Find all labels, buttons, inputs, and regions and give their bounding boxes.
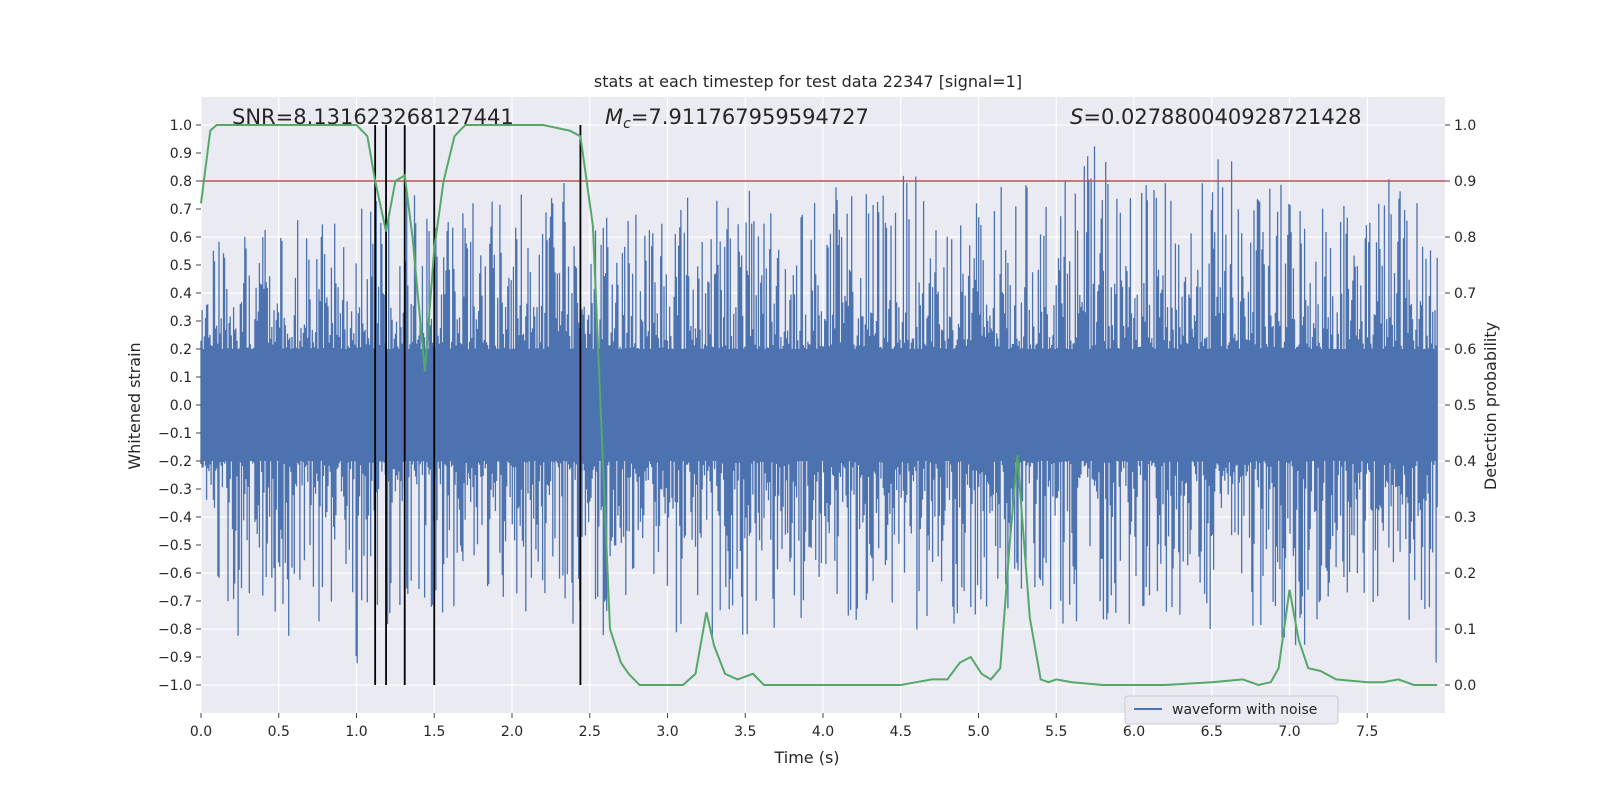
x-tick-label: 4.0 (812, 724, 834, 740)
y-left-tick-label: 0.3 (170, 314, 192, 330)
chirp-mass-annotation: Mc=7.911767959594727 (605, 105, 869, 132)
x-axis-label: Time (s) (773, 748, 839, 767)
y-left-tick-label: 0.7 (170, 202, 192, 218)
x-tick-label: 7.5 (1356, 724, 1378, 740)
x-tick-label: 1.0 (345, 724, 367, 740)
x-tick-label: 2.5 (579, 724, 601, 740)
x-tick-label: 0.0 (190, 724, 212, 740)
y-right-tick-label: 0.5 (1454, 398, 1476, 414)
y-right-tick-label: 0.4 (1454, 454, 1476, 470)
y-right-tick-label: 0.1 (1454, 622, 1476, 638)
y-left-tick-label: −0.1 (158, 426, 192, 442)
waveform-series (200, 146, 1438, 664)
y-left-tick-label: 1.0 (170, 118, 192, 134)
y-left-tick-label: 0.6 (170, 230, 192, 246)
snr-annotation: SNR=8.131623268127441 (232, 105, 514, 129)
waveform-line (200, 146, 1438, 664)
x-tick-label: 6.5 (1201, 724, 1223, 740)
s-value: =0.027880040928721428 (1083, 105, 1361, 129)
s-annotation: S=0.027880040928721428 (1070, 105, 1361, 129)
x-tick-label: 5.5 (1045, 724, 1067, 740)
s-symbol: S (1070, 105, 1083, 129)
y-left-tick-label: −0.4 (158, 510, 192, 526)
chirp-mass-symbol: M (605, 105, 623, 129)
x-tick-label: 2.0 (501, 724, 523, 740)
y-left-axis-ticks: 1.0 0.9 0.8 0.7 0.6 0.5 0.4 0.3 0.2 0.1 0.0 −0.1 −0.… (158, 118, 201, 694)
y-right-axis-ticks: 1.0 0.9 0.8 0.7 0.6 0.5 0.4 0.3 0.2 0.1 0.0 (1445, 118, 1476, 694)
x-tick-label: 0.5 (268, 724, 290, 740)
x-tick-label: 4.5 (890, 724, 912, 740)
y-left-tick-label: −0.9 (158, 650, 192, 666)
y-right-axis-label: Detection probability (1481, 322, 1500, 490)
legend: waveform with noise (1124, 695, 1339, 725)
y-left-tick-label: 0.8 (170, 174, 192, 190)
x-tick-label: 7.0 (1278, 724, 1300, 740)
y-left-tick-label: −0.8 (158, 622, 192, 638)
y-right-tick-label: 1.0 (1454, 118, 1476, 134)
legend-label-waveform: waveform with noise (1172, 702, 1317, 718)
probability-series (200, 124, 1438, 687)
y-left-tick-label: 0.5 (170, 258, 192, 274)
y-left-tick-label: 0.2 (170, 342, 192, 358)
y-right-tick-label: 0.9 (1454, 174, 1476, 190)
y-right-tick-label: 0.0 (1454, 678, 1476, 694)
y-left-axis-label: Whitened strain (125, 342, 144, 469)
detection-markers (374, 125, 582, 685)
y-right-tick-label: 0.6 (1454, 342, 1476, 358)
chirp-mass-value: =7.911767959594727 (631, 105, 869, 129)
x-tick-label: 1.5 (423, 724, 445, 740)
chirp-mass-subscript: c (623, 116, 631, 132)
y-left-tick-label: −0.7 (158, 594, 192, 610)
x-tick-label: 5.0 (967, 724, 989, 740)
probability-line (200, 124, 1438, 687)
y-left-tick-label: 0.1 (170, 370, 192, 386)
y-left-tick-label: 0.4 (170, 286, 192, 302)
y-right-tick-label: 0.3 (1454, 510, 1476, 526)
x-tick-label: 3.0 (656, 724, 678, 740)
x-axis-ticks: 0.0 0.5 1.0 1.5 2.0 2.5 3.0 3.5 4.0 4.5 5.0 5.5 6.0 6… (190, 713, 1378, 740)
chart-title: stats at each timestep for test data 223… (594, 72, 1022, 91)
y-right-tick-label: 0.8 (1454, 230, 1476, 246)
x-tick-label: 3.5 (734, 724, 756, 740)
x-tick-label: 6.0 (1123, 724, 1145, 740)
y-left-tick-label: −0.2 (158, 454, 192, 470)
y-left-tick-label: −1.0 (158, 678, 192, 694)
y-right-tick-label: 0.2 (1454, 566, 1476, 582)
y-left-tick-label: −0.3 (158, 482, 192, 498)
y-left-tick-label: 0.0 (170, 398, 192, 414)
y-right-tick-label: 0.7 (1454, 286, 1476, 302)
y-left-tick-label: −0.5 (158, 538, 192, 554)
y-left-tick-label: 0.9 (170, 146, 192, 162)
legend-box (1124, 695, 1339, 725)
y-left-tick-label: −0.6 (158, 566, 192, 582)
